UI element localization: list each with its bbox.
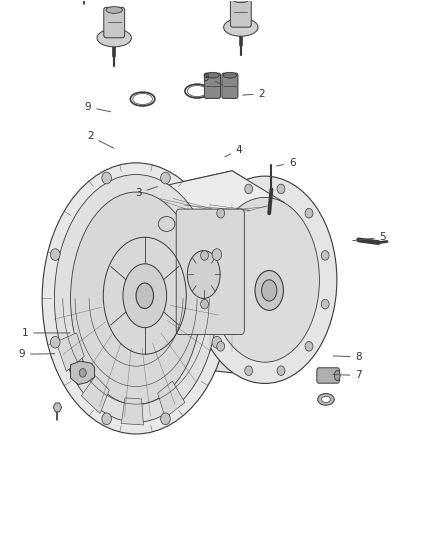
Text: 9: 9 [85,102,111,112]
Ellipse shape [261,280,277,301]
FancyBboxPatch shape [317,368,339,383]
FancyBboxPatch shape [104,7,125,38]
Circle shape [201,251,208,260]
Ellipse shape [233,0,249,3]
Ellipse shape [210,197,319,362]
Ellipse shape [106,6,123,13]
Ellipse shape [42,163,230,434]
FancyBboxPatch shape [230,0,251,27]
Ellipse shape [97,29,131,47]
Ellipse shape [321,396,330,402]
Polygon shape [53,403,62,412]
Circle shape [161,172,170,184]
Circle shape [102,172,111,184]
Text: 2: 2 [87,131,114,148]
Ellipse shape [224,18,258,36]
Circle shape [321,251,329,260]
Circle shape [321,300,329,309]
Ellipse shape [193,176,337,383]
Text: 9: 9 [203,73,223,85]
FancyBboxPatch shape [205,73,220,99]
Circle shape [305,208,313,218]
Ellipse shape [71,192,201,405]
Text: 5: 5 [353,232,386,243]
Ellipse shape [334,370,340,381]
Circle shape [102,413,111,425]
Polygon shape [71,361,95,384]
Circle shape [201,300,208,309]
Polygon shape [136,171,285,373]
Text: 4: 4 [225,144,242,157]
Circle shape [277,366,285,375]
Ellipse shape [223,72,237,78]
Circle shape [305,342,313,351]
Ellipse shape [123,264,166,328]
Polygon shape [136,171,285,219]
Ellipse shape [206,72,219,78]
Circle shape [245,366,253,375]
Ellipse shape [187,251,220,298]
Text: 1: 1 [21,328,70,338]
Circle shape [212,336,222,348]
Polygon shape [56,333,84,372]
Circle shape [217,342,225,351]
Polygon shape [81,376,110,414]
Circle shape [161,413,170,425]
Circle shape [50,249,60,261]
Circle shape [277,184,285,193]
Ellipse shape [158,216,175,231]
Ellipse shape [255,270,283,310]
Ellipse shape [318,393,334,405]
Ellipse shape [54,174,218,422]
Text: 3: 3 [135,187,157,198]
Ellipse shape [136,283,153,309]
FancyBboxPatch shape [176,209,244,335]
Circle shape [79,368,86,377]
Circle shape [245,184,253,193]
Polygon shape [121,398,144,425]
Text: 2: 2 [243,88,265,99]
Circle shape [50,336,60,348]
Text: 6: 6 [276,158,296,168]
Polygon shape [158,381,185,418]
Circle shape [217,208,225,218]
Text: 9: 9 [18,349,55,359]
Circle shape [212,249,222,261]
Text: 8: 8 [333,352,362,362]
Text: 7: 7 [333,370,362,381]
FancyBboxPatch shape [222,73,238,99]
